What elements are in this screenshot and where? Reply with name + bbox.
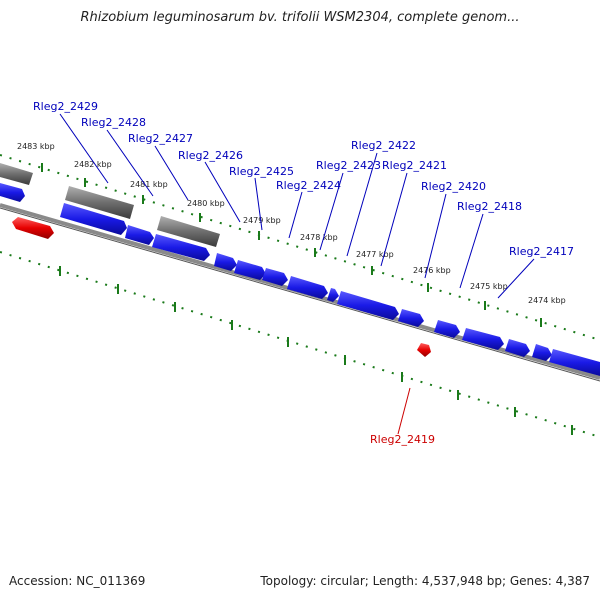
scale-tick-label: 2480 kbp — [187, 199, 225, 208]
gray-gene-box[interactable] — [65, 186, 134, 219]
forward-gene-arrow[interactable] — [60, 203, 127, 235]
gene-label[interactable]: Rleg2_2420 — [421, 180, 486, 193]
sequence-backbone-shadow — [0, 207, 600, 382]
scale-tick-label: 2477 kbp — [356, 250, 394, 259]
scale-tick-label: 2481 kbp — [130, 180, 168, 189]
gene-label[interactable]: Rleg2_2423 — [316, 159, 381, 172]
gene-label[interactable]: Rleg2_2417 — [509, 245, 574, 258]
scale-tick-label: 2476 kbp — [413, 266, 451, 275]
gray-gene-box[interactable] — [0, 163, 33, 185]
scale-tick-label: 2475 kbp — [470, 282, 508, 291]
gene-label[interactable]: Rleg2_2429 — [33, 100, 98, 113]
forward-gene-arrow[interactable] — [287, 276, 328, 299]
forward-gene-arrow[interactable] — [434, 320, 460, 338]
forward-gene-arrow[interactable] — [234, 260, 266, 280]
forward-gene-arrow[interactable] — [152, 234, 210, 261]
forward-gene-arrow[interactable] — [327, 288, 339, 302]
gene-label[interactable]: Rleg2_2426 — [178, 149, 243, 162]
forward-gene-arrow[interactable] — [337, 291, 399, 320]
forward-gene-arrow[interactable] — [549, 349, 600, 376]
highlight-gene-arrow[interactable] — [417, 343, 431, 357]
accession-text: Accession: NC_011369 — [9, 574, 146, 588]
highlight-gene-track — [12, 217, 431, 357]
forward-gene-arrow[interactable] — [214, 253, 237, 271]
highlight-gene-label[interactable]: Rleg2_2419 — [370, 433, 435, 446]
gene-label[interactable]: Rleg2_2427 — [128, 132, 193, 145]
gene-label[interactable]: Rleg2_2421 — [382, 159, 447, 172]
forward-gene-arrow[interactable] — [262, 268, 288, 286]
scale-tick-label: 2482 kbp — [74, 160, 112, 169]
forward-gene-arrow[interactable] — [125, 225, 154, 245]
gene-leader-lines — [59, 113, 535, 299]
gene-label[interactable]: Rleg2_2422 — [351, 139, 416, 152]
gray-gene-track — [0, 163, 220, 247]
scale-tick-label: 2483 kbp — [17, 142, 55, 151]
forward-gene-track — [0, 183, 600, 376]
forward-gene-arrow[interactable] — [0, 183, 25, 202]
genome-title: Rhizobium leguminosarum bv. trifolii WSM… — [80, 10, 520, 25]
upper-major-ticks — [41, 163, 542, 327]
gene-label[interactable]: Rleg2_2428 — [81, 116, 146, 129]
scale-tick-label: 2478 kbp — [300, 233, 338, 242]
genome-summary-text: Topology: circular; Length: 4,537,948 bp… — [260, 574, 590, 588]
scale-tick-label: 2479 kbp — [243, 216, 281, 225]
highlight-leader-line — [397, 387, 411, 435]
gene-label[interactable]: Rleg2_2424 — [276, 179, 341, 192]
forward-gene-arrow[interactable] — [532, 344, 552, 361]
gene-label[interactable]: Rleg2_2418 — [457, 200, 522, 213]
forward-gene-arrow[interactable] — [505, 339, 530, 357]
gray-gene-box[interactable] — [157, 216, 220, 247]
scale-tick-label: 2474 kbp — [528, 296, 566, 305]
highlight-gene-arrow[interactable] — [12, 217, 54, 239]
lower-major-ticks — [59, 266, 573, 435]
gene-label[interactable]: Rleg2_2425 — [229, 165, 294, 178]
forward-gene-arrow[interactable] — [462, 328, 504, 350]
forward-gene-arrow[interactable] — [398, 309, 424, 327]
